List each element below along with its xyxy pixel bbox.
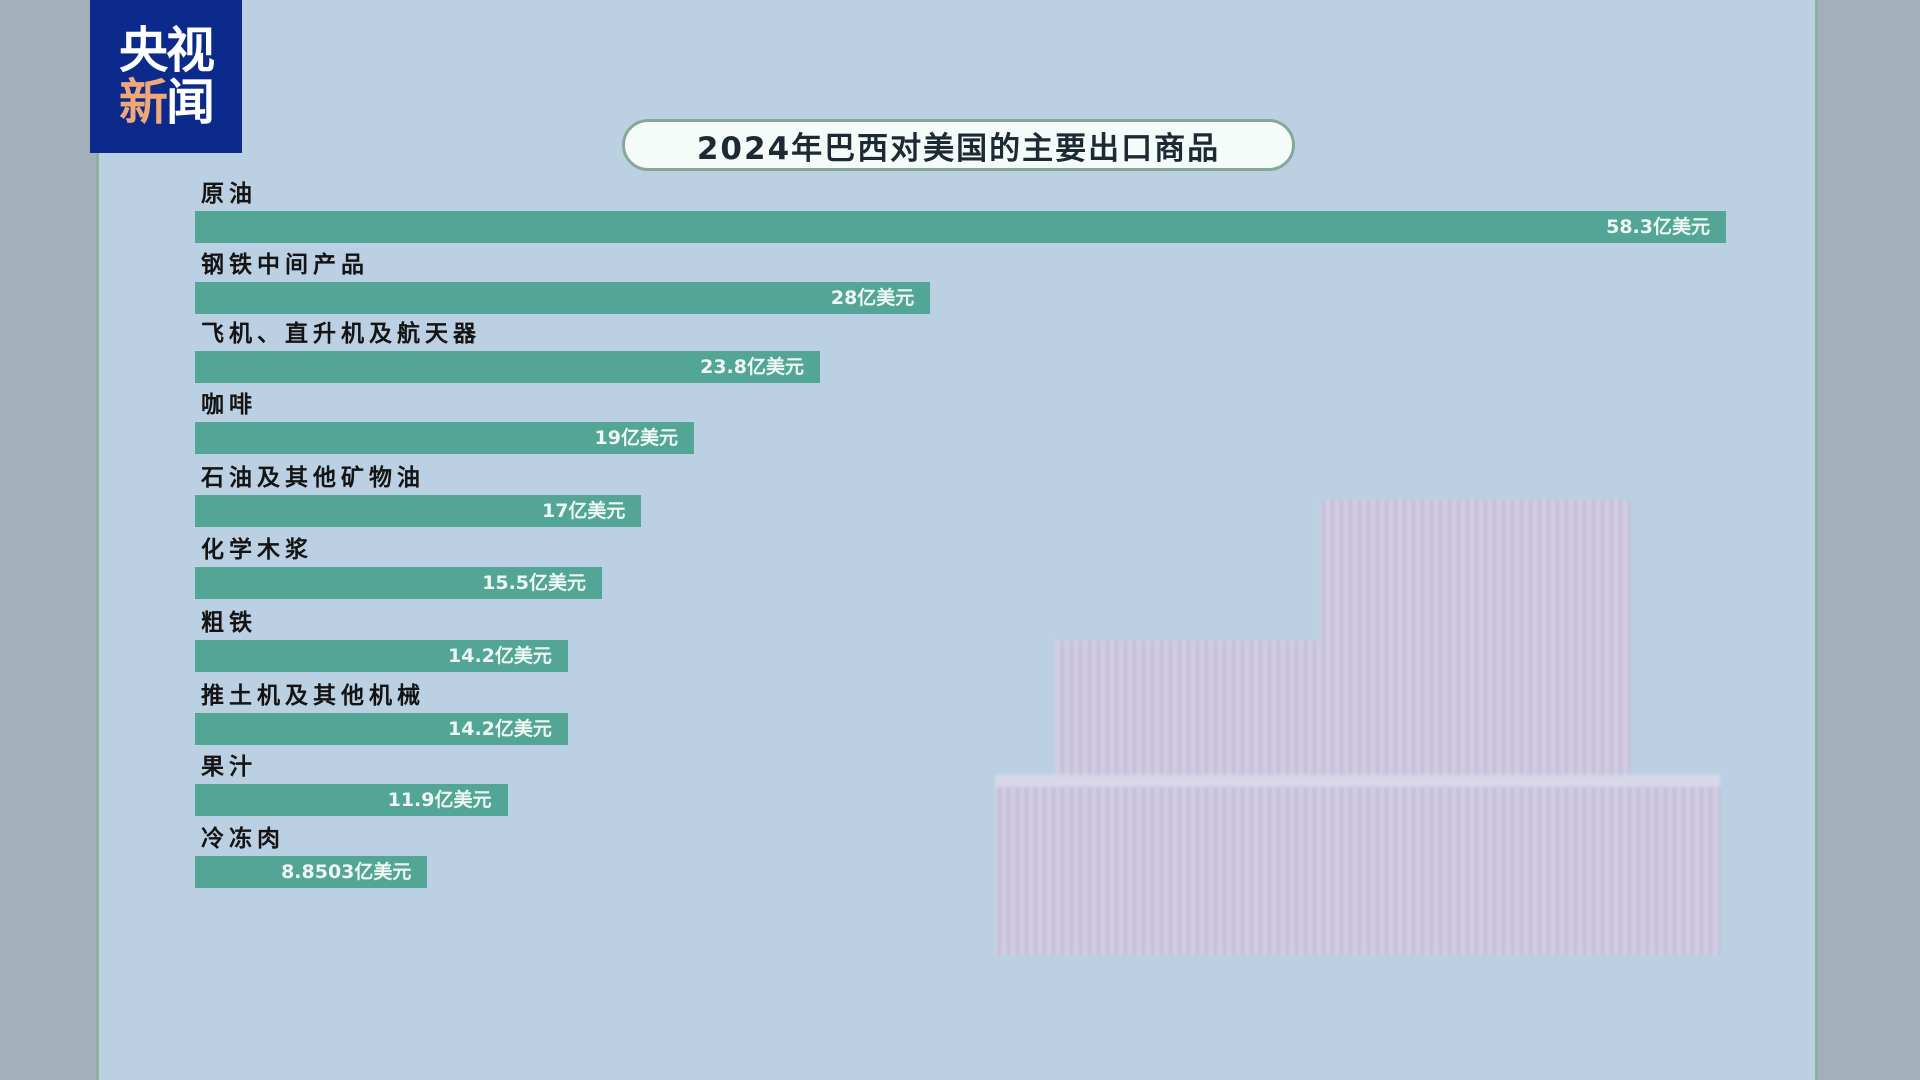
data-label: 58.3亿美元 bbox=[1606, 216, 1710, 238]
bar: 28亿美元 bbox=[195, 282, 931, 314]
category-label: 石油及其他矿物油 bbox=[201, 465, 425, 491]
data-label: 19亿美元 bbox=[594, 427, 678, 449]
logo-line1: 央视 bbox=[118, 21, 215, 79]
data-label: 14.2亿美元 bbox=[448, 645, 552, 667]
bar: 8.8503亿美元 bbox=[195, 856, 428, 888]
data-label: 11.9亿美元 bbox=[387, 789, 492, 811]
logo-char: 新 bbox=[118, 73, 168, 131]
bar: 14.2亿美元 bbox=[195, 640, 568, 672]
logo-line2: 新闻 bbox=[118, 73, 215, 131]
bar: 58.3亿美元 bbox=[195, 211, 1726, 243]
bar: 11.9亿美元 bbox=[195, 784, 508, 816]
data-label: 28亿美元 bbox=[830, 287, 915, 309]
category-label: 原油 bbox=[201, 181, 257, 207]
data-label: 8.8503亿美元 bbox=[281, 861, 412, 883]
bar: 14.2亿美元 bbox=[195, 713, 568, 745]
logo-char: 闻 bbox=[166, 73, 215, 131]
category-label: 咖啡 bbox=[201, 392, 257, 418]
category-label: 冷冻肉 bbox=[201, 826, 285, 852]
bar: 23.8亿美元 bbox=[195, 351, 820, 383]
shipping-containers-illustration bbox=[995, 500, 1720, 955]
data-label: 17亿美元 bbox=[541, 500, 626, 522]
category-label: 果汁 bbox=[201, 754, 257, 780]
category-label: 钢铁中间产品 bbox=[201, 252, 369, 278]
category-label: 化学木浆 bbox=[201, 537, 313, 563]
data-label: 14.2亿美元 bbox=[448, 718, 552, 740]
category-label: 推土机及其他机械 bbox=[201, 683, 425, 709]
category-label: 飞机、直升机及航天器 bbox=[201, 321, 481, 347]
chart-title: 2024年巴西对美国的主要出口商品 bbox=[622, 119, 1295, 171]
bar: 15.5亿美元 bbox=[195, 567, 603, 599]
bar: 17亿美元 bbox=[195, 495, 642, 527]
data-label: 15.5亿美元 bbox=[482, 572, 587, 594]
bar: 19亿美元 bbox=[195, 422, 694, 454]
category-label: 粗铁 bbox=[201, 610, 257, 636]
cctv-news-logo: 央视 新闻 bbox=[90, 0, 242, 153]
data-label: 23.8亿美元 bbox=[700, 356, 804, 378]
